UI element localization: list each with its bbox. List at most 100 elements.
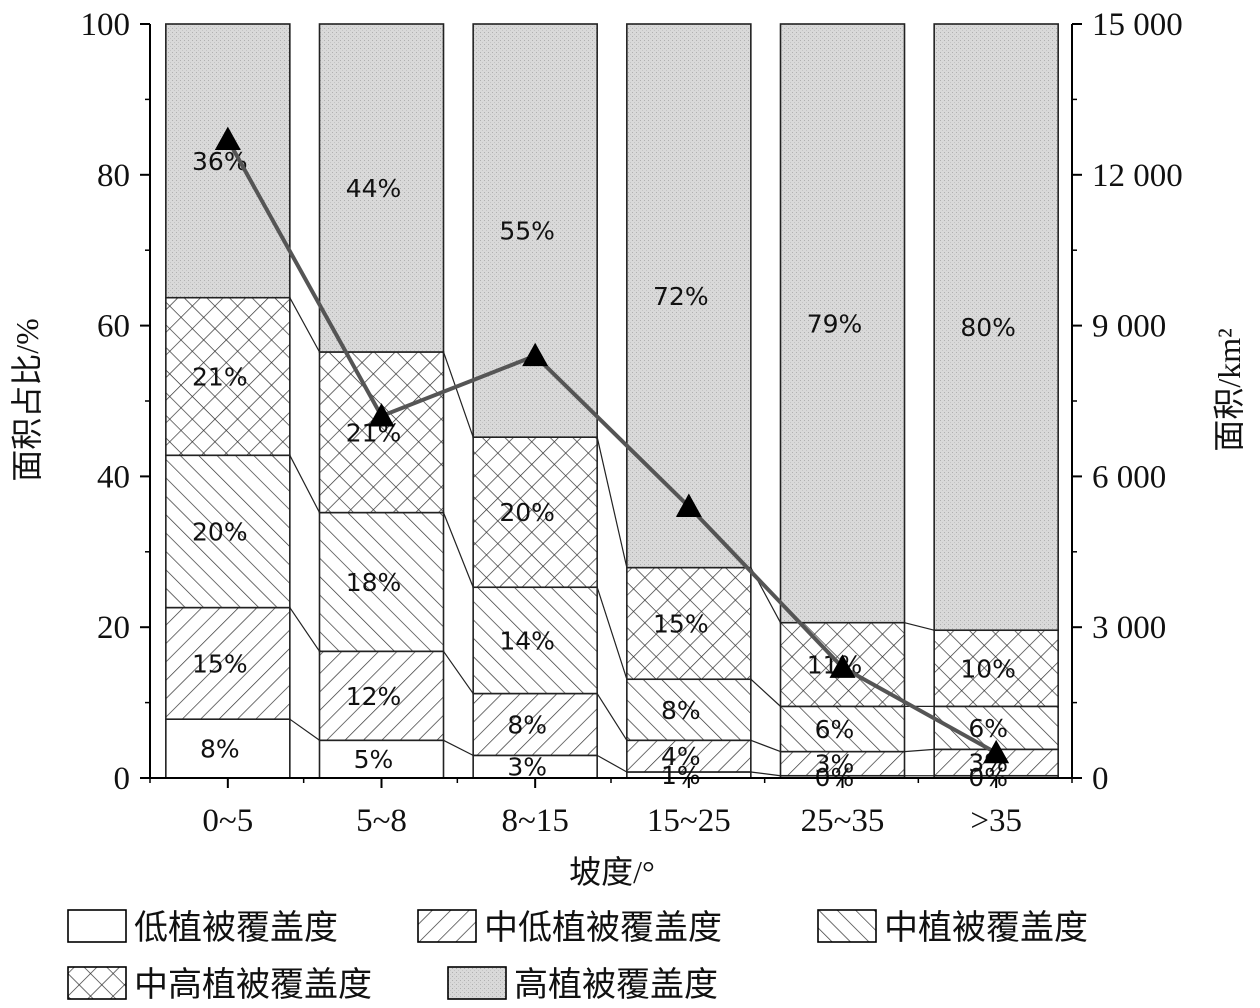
y-right-tick-label: 15 000 [1092,7,1183,43]
y-right-tick-label: 9 000 [1092,309,1166,345]
bar-segment-4-2 [779,705,906,753]
legend-label-3: 中高植被覆盖度 [134,966,372,1004]
x-tick-label: 5~8 [356,803,407,839]
segment-label-3-2: 8% [661,696,701,725]
connector-2-1 [596,693,628,741]
connector-0-3 [289,297,321,353]
connector-0-1 [289,607,320,652]
bar-segment-1-2 [318,511,445,653]
segment-label-2-3: 20% [499,498,555,527]
y-left-tick-label: 100 [81,7,131,43]
bars-group [165,23,1059,779]
legend-label-1: 中低植被覆盖度 [484,909,722,947]
bar-segment-5-4 [933,23,1059,632]
connector-1-3 [442,351,474,438]
y-axis-right-title: 面积/km² [1211,328,1247,451]
bar-segment-2-2 [472,586,598,695]
connector-1-0 [443,739,474,756]
line-marker-2 [522,342,549,367]
legend-label-0: 低植被覆盖度 [134,909,338,947]
legend-swatch-3 [67,966,127,1000]
legend-label-4: 高植被覆盖度 [514,966,718,1004]
segment-label-1-1: 12% [346,682,402,711]
legend-label-2: 中植被覆盖度 [884,909,1088,947]
connector-2-0 [596,754,628,773]
x-axis-title: 坡度/° [569,854,655,890]
connector-1-2 [442,512,474,588]
segment-label-3-4: 72% [653,282,709,311]
connector-3-0 [750,771,781,777]
line-marker-5 [983,739,1010,764]
y-left-tick-label: 40 [97,459,130,495]
connector-2-2 [596,587,628,680]
connector-1-1 [443,650,474,694]
segment-label-3-0: 1% [661,761,701,790]
segment-label-0-2: 20% [192,517,248,546]
bar-segment-0-0 [165,718,291,779]
area-line-group [214,126,1010,764]
line-marker-3 [675,493,702,517]
bar-segment-1-0 [318,739,445,779]
segment-label-1-2: 18% [346,568,402,597]
segment-label-2-2: 14% [499,626,555,655]
segment-label-2-0: 3% [507,753,547,782]
bar-segment-0-4 [165,23,291,299]
bar-segment-1-1 [318,650,445,742]
segment-labels-group: 8%15%20%21%36%5%12%18%21%44%3%8%14%20%55… [192,147,1016,792]
bar-segment-1-4 [318,23,445,353]
x-tick-label: 0~5 [202,803,253,839]
segment-label-5-3: 10% [960,654,1016,683]
segment-label-4-2: 6% [815,715,855,744]
y-axis-left-title: 面积占比/% [9,318,45,482]
segment-label-0-0: 8% [200,735,240,764]
segment-label-0-3: 21% [192,362,248,391]
y-right-tick-label: 0 [1092,761,1109,797]
segment-label-0-1: 15% [192,649,248,678]
legend-swatch-2 [817,909,877,943]
y-right-tick-label: 3 000 [1092,610,1166,646]
y-left-tick-label: 80 [97,158,130,194]
connector-3-1 [750,739,781,753]
bar-segment-0-1 [165,606,291,720]
segment-label-2-4: 55% [499,217,555,246]
x-tick-label: >35 [970,803,1022,839]
bar-segment-3-2 [626,678,752,742]
x-tick-label: 8~15 [501,803,568,839]
bar-segment-0-3 [165,296,291,457]
area-line [226,138,998,755]
bar-segment-2-4 [472,23,598,438]
y-right-tick-label: 12 000 [1092,158,1183,194]
connector-0-2 [289,455,321,513]
bar-segment-4-4 [779,23,906,624]
connector-3-2 [750,678,781,707]
segment-label-4-4: 79% [807,309,863,338]
segment-label-3-1: 4% [661,742,701,771]
x-tick-label: 25~35 [801,803,885,839]
connector-0-0 [289,718,320,741]
bar-segment-5-3 [933,629,1059,708]
bar-segment-3-1 [626,739,752,773]
y-left-tick-label: 0 [114,761,131,797]
segment-label-5-2: 6% [968,714,1008,743]
y-right-tick-label: 6 000 [1092,459,1166,495]
bar-segment-3-3 [626,566,752,681]
connector-4-3 [904,622,935,631]
line-marker-1 [368,403,395,427]
bar-segment-2-1 [472,692,598,757]
connectors-group [289,297,935,777]
legend-swatch-1 [417,909,477,943]
x-tick-label: 15~25 [647,803,731,839]
line-marker-0 [214,126,241,151]
connector-2-3 [596,437,628,568]
segment-label-1-4: 44% [346,174,402,203]
segment-label-5-4: 80% [960,313,1016,342]
bar-segment-3-4 [626,23,752,569]
legend-swatch-4 [447,966,507,1000]
y-left-tick-label: 60 [97,309,130,345]
axes-group: 0 20 40 60 80 100 0 3 000 6 000 9 000 12 000 15 000… [81,7,1183,839]
bar-segment-1-3 [318,351,445,514]
legend-swatch-0 [67,909,127,943]
segment-label-2-1: 8% [507,710,547,739]
